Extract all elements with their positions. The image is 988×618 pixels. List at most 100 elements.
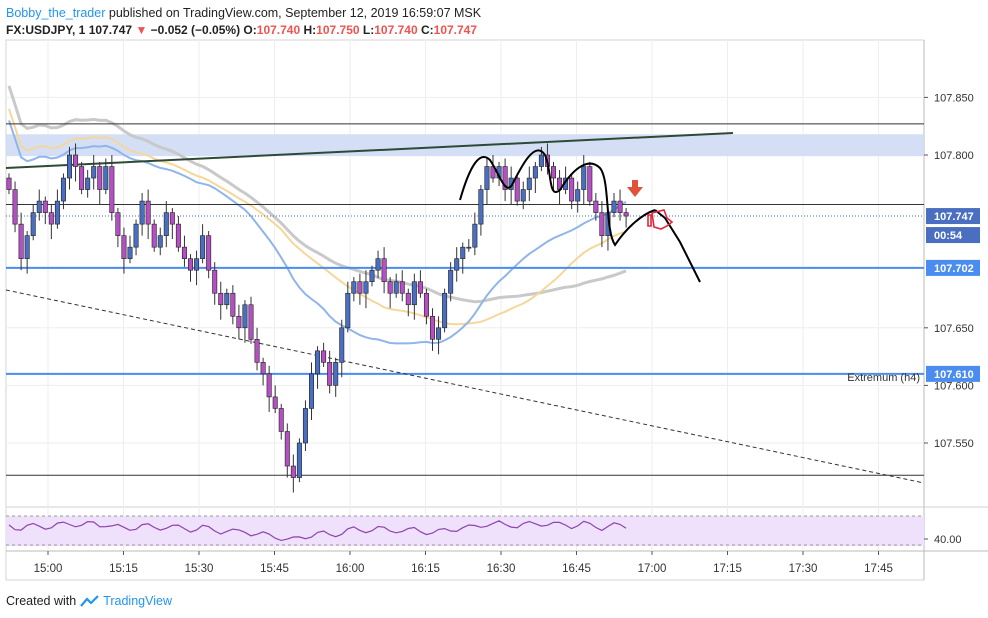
chart-frame (5, 39, 925, 581)
forecast-path[interactable] (654, 209, 701, 283)
down-arrow-icon: ▼ (135, 23, 148, 37)
candle-body (399, 281, 405, 294)
candle-body (423, 292, 429, 317)
candle-body (194, 258, 200, 271)
candle-body (411, 281, 417, 306)
symbol-label[interactable]: FX:USDJPY, 1 (6, 23, 86, 37)
candle-body (520, 189, 526, 202)
price-tick-label: 107.600 (934, 380, 974, 392)
open-label: O: (243, 23, 257, 37)
candle-body (248, 304, 254, 340)
created-with-text: Created with (6, 594, 77, 608)
down-arrow-marker-icon (627, 180, 643, 197)
tradingview-link[interactable]: TradingView (80, 592, 172, 610)
candle-body (321, 350, 327, 363)
candle-body (266, 373, 272, 398)
candle-body (48, 212, 54, 225)
candle-body (315, 350, 321, 375)
candle-body (333, 362, 339, 386)
candle-body (587, 166, 593, 202)
candle-body (442, 292, 448, 329)
candle-body (302, 408, 308, 444)
candle-body (581, 166, 587, 190)
candle-body (67, 154, 73, 179)
candle-body (230, 292, 236, 317)
candle-body (115, 212, 121, 236)
candle-body (472, 223, 478, 248)
candle-body (151, 223, 157, 248)
lower-dashed-trendline[interactable] (5, 289, 925, 484)
ohlc-legend: FX:USDJPY, 1 107.747 ▼ −0.052 (−0.05%) O… (6, 22, 477, 38)
candle-body (436, 327, 442, 340)
candle-body (121, 235, 127, 259)
candle-body (169, 212, 175, 225)
candle-body (97, 166, 103, 190)
candle-body (163, 212, 169, 236)
thumb-outline (647, 209, 674, 230)
candle-body (375, 258, 381, 271)
candle-body (532, 166, 538, 179)
candle-body (73, 154, 79, 167)
low-value: 107.740 (374, 23, 418, 37)
last-price: 107.747 (88, 23, 133, 37)
candle-body (599, 212, 605, 236)
price-tick-label: 107.800 (934, 150, 974, 162)
close-label: C: (420, 23, 434, 37)
level-2-badge: 107.610 (926, 365, 980, 382)
candle-body (502, 166, 508, 190)
candle-body (133, 223, 139, 248)
candle-body (526, 177, 532, 190)
level-2-label: 107.610 (934, 369, 974, 381)
candle-body (327, 362, 333, 386)
candle-body (429, 315, 435, 340)
candle-body (357, 281, 363, 294)
level-1-label: 107.702 (934, 263, 974, 275)
time-tick-label: 17:00 (638, 563, 667, 575)
candle-body (296, 442, 302, 478)
ma-yellow-line (8, 108, 627, 326)
footer: Created with TradingView (6, 592, 172, 610)
time-tick-label: 17:45 (864, 563, 893, 575)
candle-body (387, 281, 393, 294)
candle-body (478, 189, 484, 225)
candle-body (550, 166, 556, 179)
candle-body (157, 235, 163, 248)
price-tick-label: 107.850 (934, 92, 974, 104)
time-tick-label: 15:00 (34, 563, 63, 575)
author-link[interactable]: Bobby_the_trader (6, 6, 106, 20)
candle-body (575, 189, 581, 202)
candle-body (538, 154, 544, 167)
candle-body (224, 292, 230, 306)
time-tick-label: 16:15 (411, 563, 440, 575)
candle-body (448, 269, 454, 294)
upper-trendline[interactable] (5, 132, 734, 169)
candle-body (6, 177, 12, 190)
candle-body (339, 327, 345, 363)
candle-body (460, 246, 466, 259)
candle-body (454, 258, 460, 271)
price-tick-label: 107.650 (934, 323, 974, 335)
candle-body (514, 177, 520, 202)
ma-blue-line (8, 120, 627, 345)
candle-body (30, 212, 36, 236)
candle-body (617, 200, 623, 213)
price-axis: 107.850 107.800 107.650 107.600 107.550 (924, 92, 974, 450)
time-tick-label: 17:30 (789, 563, 818, 575)
candle-body (623, 212, 629, 217)
candle-body (236, 315, 242, 329)
pattern-drawing[interactable] (459, 149, 656, 247)
countdown-label: 00:54 (934, 230, 963, 242)
arrow-shaft (632, 180, 638, 188)
candle-body (145, 200, 151, 225)
candle-body (181, 246, 187, 259)
candle-body (79, 166, 85, 190)
candle-body (218, 292, 224, 306)
candles (6, 143, 629, 493)
candle-body (345, 292, 351, 329)
ma-gray-line (7, 85, 627, 304)
candle-body (466, 246, 472, 249)
high-value: 107.750 (316, 23, 360, 37)
extremum-annotation: Extremum (h4) (847, 372, 920, 384)
candle-body (254, 339, 260, 363)
